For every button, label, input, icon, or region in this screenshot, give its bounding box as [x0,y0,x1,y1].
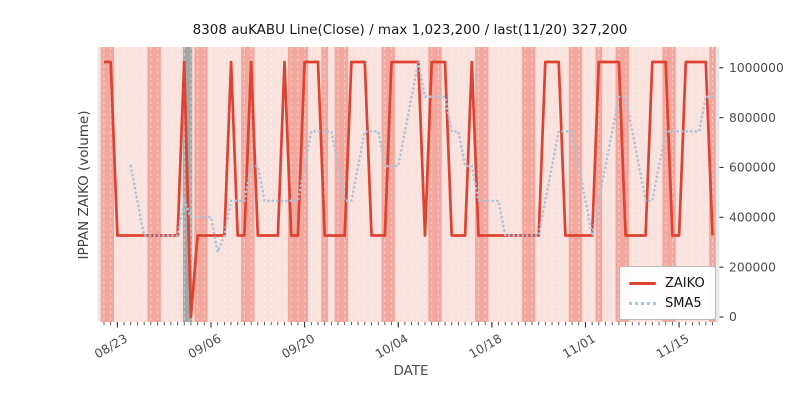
y-tick-label: 600000 [729,161,776,175]
closed-day-band [287,47,308,322]
x-axis-label: DATE [393,363,429,379]
x-tick-label: 10/04 [373,331,411,361]
legend-label-zaiko: ZAIKO [665,275,705,291]
zaiko-line [104,60,714,319]
closed-day-band [709,47,716,322]
x-tick-label: 11/15 [654,331,692,361]
x-tick-label: 09/06 [186,331,224,361]
closed-day-band [595,47,603,322]
closed-day-band [568,47,583,322]
legend-item-zaiko: ZAIKO [629,273,705,293]
x-tick-label: 08/23 [92,331,130,361]
closed-day-band [521,47,536,322]
closed-day-band [194,47,208,322]
closed-day-band [475,47,489,322]
chart-title: 8308 auKABU Line(Close) / max 1,023,200 … [192,22,628,38]
closed-day-band [662,47,676,322]
sma5-dots-swatch [629,301,656,305]
legend: ZAIKO SMA5 [619,266,716,320]
y-tick-label: 800000 [729,111,776,125]
closed-day-band [100,47,115,322]
legend-label-sma5: SMA5 [665,295,702,311]
y-tick-label: 0 [729,310,737,324]
y-tick-label: 200000 [729,260,776,274]
y-tick-label: 1000000 [729,61,784,75]
closed-day-band [428,47,442,322]
x-tick-label: 11/01 [560,331,598,361]
closed-day-band [241,47,255,322]
closed-day-band [381,47,395,322]
y-axis-label: IPPAN ZAIKO (volume) [76,110,92,260]
closed-day-band [321,47,329,322]
zaiko-line-swatch [629,281,656,285]
legend-item-sma5: SMA5 [629,293,705,313]
x-tick-label: 10/18 [467,331,505,361]
closed-day-band [615,47,629,322]
sma5-line [129,61,714,257]
x-tick-label: 09/20 [279,331,317,361]
y-tick-label: 400000 [729,211,776,225]
closed-day-band [147,47,161,322]
